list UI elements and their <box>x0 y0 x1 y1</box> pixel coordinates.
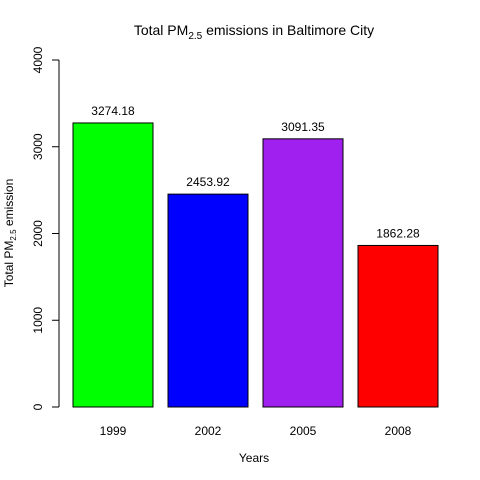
y-axis-label: Total PM2.5 emission <box>2 179 18 288</box>
y-tick-label: 2000 <box>31 220 45 247</box>
y-tick-label: 3000 <box>31 133 45 160</box>
y-axis: 0 1000 2000 3000 4000 <box>31 46 60 410</box>
x-axis-label: Years <box>239 451 269 465</box>
bar-2008 <box>357 244 439 408</box>
bar-value-label: 3274.18 <box>91 104 135 118</box>
x-tick-label: 2005 <box>290 424 317 438</box>
x-tick-label: 2002 <box>195 424 222 438</box>
y-tick-label: 1000 <box>31 307 45 334</box>
y-tick-label: 4000 <box>31 46 45 73</box>
bar-2005 <box>262 138 344 408</box>
bar-value-label: 2453.92 <box>186 175 230 189</box>
chart-title: Total PM2.5 emissions in Baltimore City <box>134 22 374 42</box>
x-tick-label: 2008 <box>385 424 412 438</box>
bar-1999 <box>72 122 154 408</box>
bar-value-label: 3091.35 <box>281 120 325 134</box>
x-tick-labels: 1999 2002 2005 2008 <box>100 424 412 438</box>
x-tick-label: 1999 <box>100 424 127 438</box>
bar-value-label: 1862.28 <box>376 226 420 240</box>
bar-2002 <box>167 193 249 408</box>
bars-group: 3274.18 2453.92 3091.35 1862.28 <box>72 104 439 408</box>
y-tick-label: 0 <box>31 403 45 410</box>
